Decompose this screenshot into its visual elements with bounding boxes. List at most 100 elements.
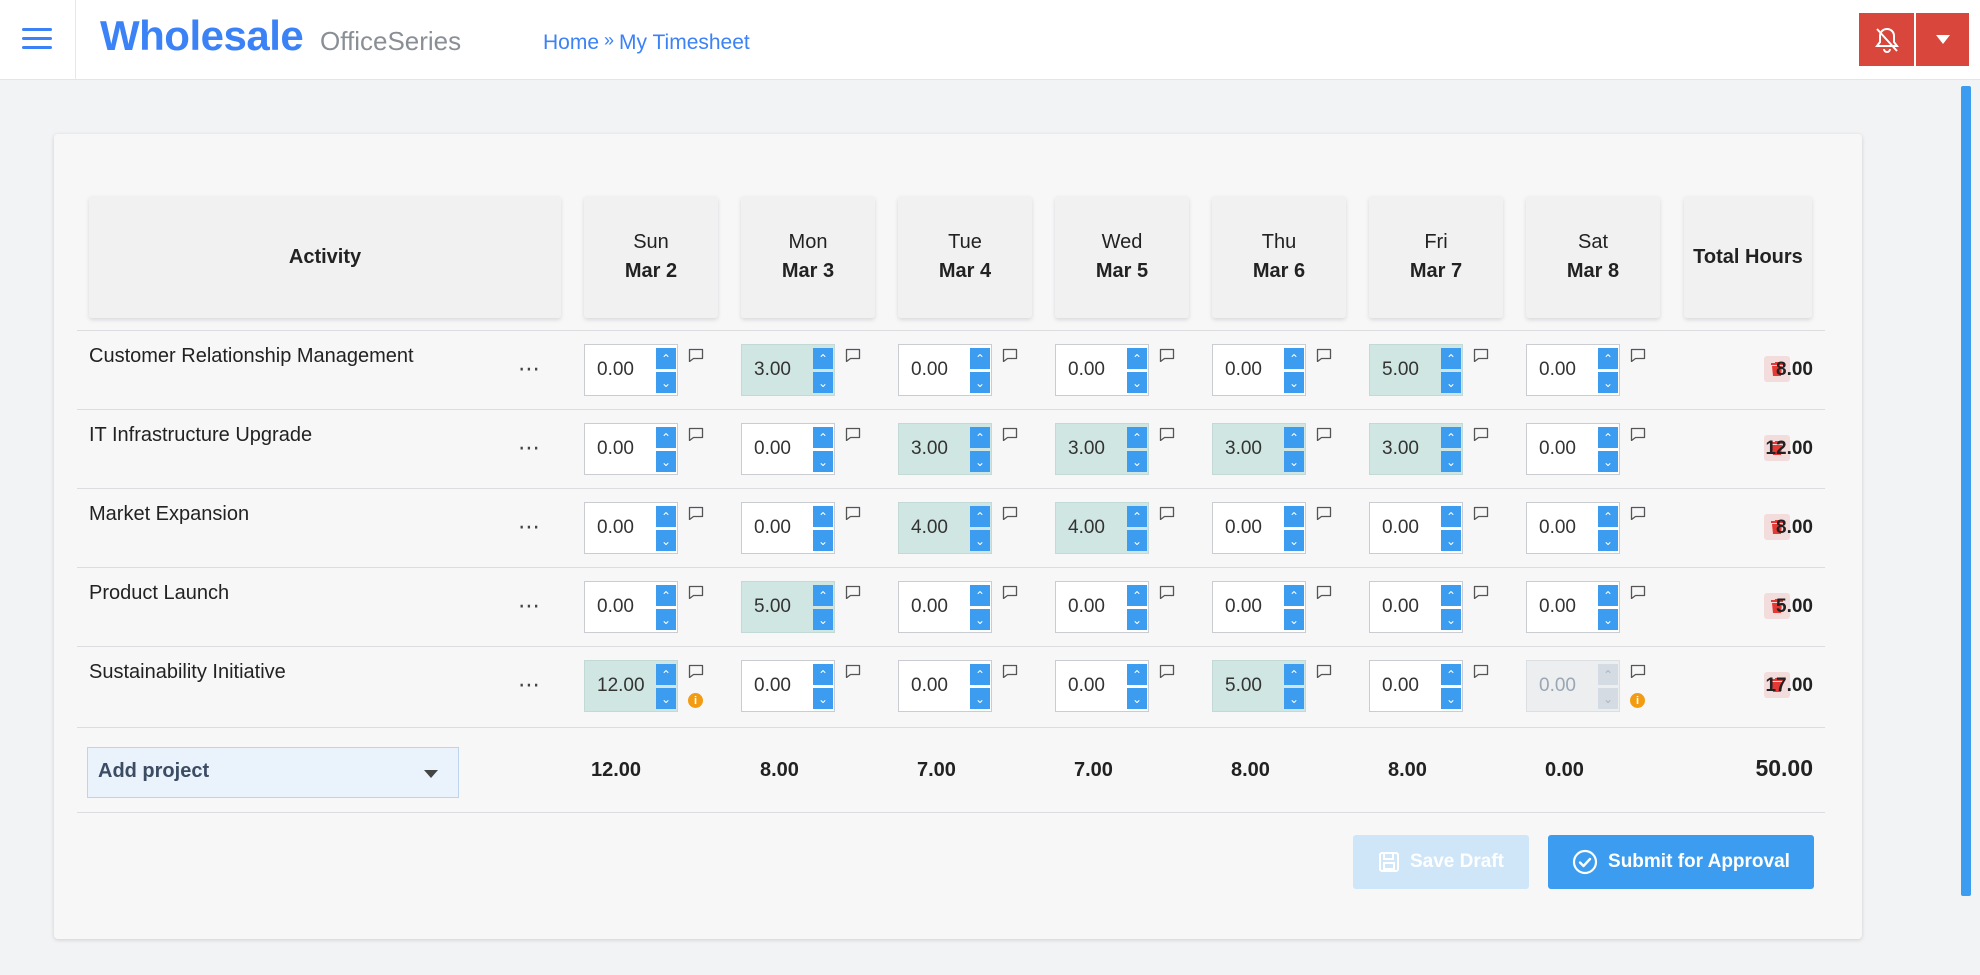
row-more-options-icon[interactable]: ⋯ (518, 593, 542, 618)
increment-chevron-up-icon[interactable]: ⌃ (1284, 664, 1304, 685)
decrement-chevron-down-icon[interactable]: ⌄ (1598, 372, 1618, 393)
comment-icon[interactable] (688, 348, 704, 362)
warning-info-icon[interactable]: i (688, 693, 703, 708)
decrement-chevron-down-icon[interactable]: ⌄ (1284, 530, 1304, 551)
delete-row-trash-icon[interactable] (1764, 435, 1790, 461)
increment-chevron-up-icon[interactable]: ⌃ (813, 506, 833, 527)
decrement-chevron-down-icon[interactable]: ⌄ (1441, 451, 1461, 472)
decrement-chevron-down-icon[interactable]: ⌄ (1127, 688, 1147, 709)
decrement-chevron-down-icon[interactable]: ⌄ (813, 451, 833, 472)
decrement-chevron-down-icon[interactable]: ⌄ (1127, 451, 1147, 472)
comment-icon[interactable] (1002, 664, 1018, 678)
decrement-chevron-down-icon[interactable]: ⌄ (970, 372, 990, 393)
decrement-chevron-down-icon[interactable]: ⌄ (1441, 688, 1461, 709)
increment-chevron-up-icon[interactable]: ⌃ (1598, 585, 1618, 606)
comment-icon[interactable] (1002, 427, 1018, 441)
hours-input[interactable]: 0.00 ⌃ ⌄ (741, 423, 835, 475)
comment-icon[interactable] (1473, 664, 1489, 678)
increment-chevron-up-icon[interactable]: ⌃ (1284, 348, 1304, 369)
comment-icon[interactable] (1630, 506, 1646, 520)
hours-input[interactable]: 0.00 ⌃ ⌄ (1526, 423, 1620, 475)
hours-input[interactable]: 0.00 ⌃ ⌄ (1369, 660, 1463, 712)
decrement-chevron-down-icon[interactable]: ⌄ (1284, 609, 1304, 630)
increment-chevron-up-icon[interactable]: ⌃ (813, 427, 833, 448)
decrement-chevron-down-icon[interactable]: ⌄ (656, 530, 676, 551)
comment-icon[interactable] (1473, 427, 1489, 441)
increment-chevron-up-icon[interactable]: ⌃ (1441, 585, 1461, 606)
increment-chevron-up-icon[interactable]: ⌃ (1127, 585, 1147, 606)
decrement-chevron-down-icon[interactable]: ⌄ (1441, 609, 1461, 630)
warning-info-icon[interactable]: i (1630, 693, 1645, 708)
scrollbar[interactable] (1961, 86, 1971, 896)
comment-icon[interactable] (845, 427, 861, 441)
increment-chevron-up-icon[interactable]: ⌃ (656, 664, 676, 685)
hours-input[interactable]: 0.00 ⌃ ⌄ (1212, 581, 1306, 633)
save-draft-button[interactable]: Save Draft (1353, 835, 1529, 889)
row-more-options-icon[interactable]: ⋯ (518, 672, 542, 697)
decrement-chevron-down-icon[interactable]: ⌄ (813, 609, 833, 630)
increment-chevron-up-icon[interactable]: ⌃ (656, 427, 676, 448)
comment-icon[interactable] (1159, 506, 1175, 520)
hours-input[interactable]: 5.00 ⌃ ⌄ (1212, 660, 1306, 712)
increment-chevron-up-icon[interactable]: ⌃ (1127, 506, 1147, 527)
increment-chevron-up-icon[interactable]: ⌃ (1441, 506, 1461, 527)
hours-input[interactable]: 0.00 ⌃ ⌄ (1055, 581, 1149, 633)
decrement-chevron-down-icon[interactable]: ⌄ (1598, 609, 1618, 630)
decrement-chevron-down-icon[interactable]: ⌄ (1598, 530, 1618, 551)
decrement-chevron-down-icon[interactable]: ⌄ (970, 609, 990, 630)
decrement-chevron-down-icon[interactable]: ⌄ (813, 688, 833, 709)
decrement-chevron-down-icon[interactable]: ⌄ (1284, 372, 1304, 393)
comment-icon[interactable] (1159, 664, 1175, 678)
breadcrumb-current-link[interactable]: My Timesheet (619, 31, 750, 54)
hours-input[interactable]: 0.00 ⌃ ⌄ (1212, 502, 1306, 554)
hours-input[interactable]: 0.00 ⌃ ⌄ (898, 344, 992, 396)
hours-input[interactable]: 4.00 ⌃ ⌄ (1055, 502, 1149, 554)
comment-icon[interactable] (1316, 664, 1332, 678)
decrement-chevron-down-icon[interactable]: ⌄ (1127, 372, 1147, 393)
comment-icon[interactable] (688, 427, 704, 441)
comment-icon[interactable] (845, 585, 861, 599)
comment-icon[interactable] (1159, 585, 1175, 599)
increment-chevron-up-icon[interactable]: ⌃ (813, 664, 833, 685)
comment-icon[interactable] (1159, 427, 1175, 441)
comment-icon[interactable] (688, 506, 704, 520)
row-more-options-icon[interactable]: ⋯ (518, 356, 542, 381)
increment-chevron-up-icon[interactable]: ⌃ (970, 506, 990, 527)
decrement-chevron-down-icon[interactable]: ⌄ (1284, 451, 1304, 472)
hours-input[interactable]: 0.00 ⌃ ⌄ (1055, 660, 1149, 712)
comment-icon[interactable] (1316, 427, 1332, 441)
delete-row-trash-icon[interactable] (1764, 356, 1790, 382)
comment-icon[interactable] (1002, 585, 1018, 599)
delete-row-trash-icon[interactable] (1764, 514, 1790, 540)
hours-input[interactable]: 5.00 ⌃ ⌄ (741, 581, 835, 633)
row-more-options-icon[interactable]: ⋯ (518, 514, 542, 539)
comment-icon[interactable] (1630, 427, 1646, 441)
comment-icon[interactable] (1002, 506, 1018, 520)
hours-input[interactable]: 0.00 ⌃ ⌄ (584, 502, 678, 554)
comment-icon[interactable] (1002, 348, 1018, 362)
hours-input[interactable]: 0.00 ⌃ ⌄ (1526, 344, 1620, 396)
hours-input[interactable]: 0.00 ⌃ ⌄ (1369, 502, 1463, 554)
decrement-chevron-down-icon[interactable]: ⌄ (813, 372, 833, 393)
decrement-chevron-down-icon[interactable]: ⌄ (1127, 609, 1147, 630)
decrement-chevron-down-icon[interactable]: ⌄ (656, 372, 676, 393)
comment-icon[interactable] (1316, 585, 1332, 599)
hours-input[interactable]: 0.00 ⌃ ⌄ (898, 581, 992, 633)
comment-icon[interactable] (1316, 506, 1332, 520)
increment-chevron-up-icon[interactable]: ⌃ (1284, 506, 1304, 527)
hours-input[interactable]: 3.00 ⌃ ⌄ (1212, 423, 1306, 475)
comment-icon[interactable] (1473, 585, 1489, 599)
increment-chevron-up-icon[interactable]: ⌃ (656, 506, 676, 527)
hours-input[interactable]: 4.00 ⌃ ⌄ (898, 502, 992, 554)
comment-icon[interactable] (845, 664, 861, 678)
breadcrumb-home-link[interactable]: Home (543, 31, 600, 54)
hours-input[interactable]: 3.00 ⌃ ⌄ (741, 344, 835, 396)
decrement-chevron-down-icon[interactable]: ⌄ (656, 451, 676, 472)
brand-logo[interactable]: Wholesale (100, 12, 304, 59)
increment-chevron-up-icon[interactable]: ⌃ (1441, 427, 1461, 448)
hours-input[interactable]: 0.00 ⌃ ⌄ (1369, 581, 1463, 633)
decrement-chevron-down-icon[interactable]: ⌄ (1441, 372, 1461, 393)
decrement-chevron-down-icon[interactable]: ⌄ (656, 688, 676, 709)
hours-input[interactable]: 0.00 ⌃ ⌄ (898, 660, 992, 712)
decrement-chevron-down-icon[interactable]: ⌄ (970, 688, 990, 709)
